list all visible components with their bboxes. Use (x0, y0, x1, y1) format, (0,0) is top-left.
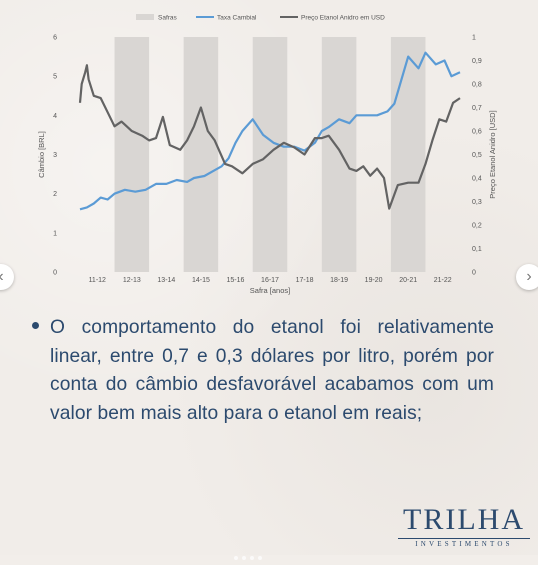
chart: Safras Taxa Cambial Preço Etanol Anidro em… (37, 14, 497, 296)
logo-word: TRILHA (403, 503, 525, 536)
y-left-tick-label: 5 (53, 74, 57, 81)
safra-band (321, 37, 357, 272)
y-right-tick-label: 0,3 (472, 199, 482, 206)
safra-band (114, 37, 150, 272)
safra-band (183, 37, 219, 272)
legend-label-taxa: Taxa Cambial (217, 15, 257, 22)
series-line-taxa-cambial (79, 51, 461, 211)
carousel-dot[interactable] (234, 556, 238, 560)
bullet-text: O comportamento do etanol foi relativame… (50, 317, 494, 424)
y-right-tick-label: 0,9 (472, 58, 482, 65)
x-tick-label: 11-12 (89, 277, 106, 284)
chart-series (78, 51, 461, 211)
carousel-dots (232, 547, 264, 565)
y-right-tick-label: 0,6 (472, 129, 482, 136)
x-tick-label: 20-21 (399, 277, 417, 284)
legend-label-etanol: Preço Etanol Anidro em USD (301, 15, 385, 22)
safra-band (390, 37, 426, 272)
x-tick-label: 18-19 (330, 277, 348, 284)
series-line-preco-etanol (78, 64, 461, 210)
y-right-tick-label: 0,7 (472, 105, 482, 112)
y-right-tick-label: 0,1 (472, 246, 482, 253)
y-left-tick-label: 1 (53, 230, 57, 237)
y-left-tick-label: 3 (53, 152, 57, 159)
x-tick-label: 13-14 (157, 277, 175, 284)
carousel-dot[interactable] (250, 556, 254, 560)
safra-band (252, 37, 288, 272)
y-left-tick-label: 2 (53, 191, 57, 198)
carousel-dot[interactable] (258, 556, 262, 560)
x-tick-label: 12-13 (123, 277, 141, 284)
carousel-dot[interactable] (242, 556, 246, 560)
y-right-tick-label: 0,8 (472, 82, 482, 89)
x-tick-label: 21-22 (434, 277, 452, 284)
chevron-left-icon[interactable]: ‹ (0, 264, 14, 290)
y-right-tick-label: 1 (472, 35, 476, 42)
y-right-tick-label: 0 (472, 270, 476, 277)
chart-axes: 0 1 2 3 4 5 6 0 0,1 0,2 0,3 0,4 0,5 0,6 0,7 0,8 0,9 1 11-1… (37, 35, 497, 296)
legend-swatch-safras (136, 14, 154, 20)
safra-bands (114, 37, 426, 272)
logo-subtitle: INVESTIMENTOS (398, 538, 530, 549)
y-right-axis-label: Preço Etanol Anidro [USD] (488, 110, 497, 198)
x-tick-label: 16-17 (261, 277, 279, 284)
y-left-tick-label: 4 (53, 113, 57, 120)
y-left-axis-label: Câmbio [BRL] (37, 131, 46, 178)
y-right-tick-label: 0,2 (472, 223, 482, 230)
x-tick-label: 19-20 (365, 277, 383, 284)
x-tick-label: 14-15 (192, 277, 210, 284)
y-right-tick-label: 0,5 (472, 152, 482, 159)
y-left-tick-label: 0 (53, 270, 57, 277)
y-left-tick-label: 6 (53, 35, 57, 42)
x-tick-label: 17-18 (296, 277, 314, 284)
y-right-tick-label: 0,4 (472, 176, 482, 183)
trilha-logo: TRILHA INVESTIMENTOS (398, 504, 530, 549)
bullet-point: O comportamento do etanol foi relativame… (32, 314, 494, 428)
chevron-right-icon[interactable]: › (516, 264, 538, 290)
x-tick-label: 15-16 (227, 277, 245, 284)
legend-label-safras: Safras (158, 15, 178, 22)
x-axis-label: Safra [anos] (250, 286, 290, 295)
bullet-icon (32, 322, 39, 329)
chart-legend: Safras Taxa Cambial Preço Etanol Anidro em… (136, 14, 385, 22)
